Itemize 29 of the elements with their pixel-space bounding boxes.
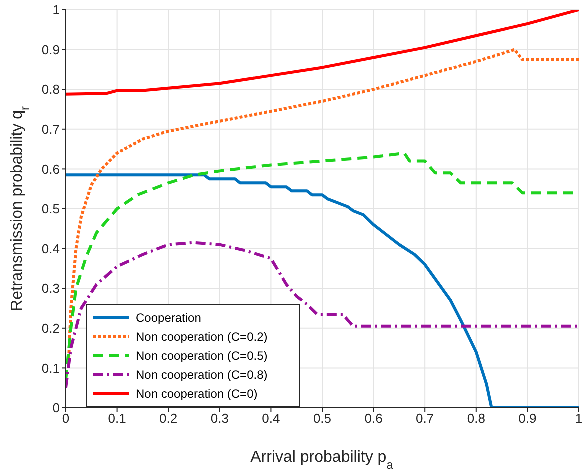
x-tick-label: 0.6 [364,411,383,426]
x-tick-label: 0.4 [262,411,280,426]
y-tick-label: 0.4 [42,241,60,256]
x-tick-label: 1 [575,411,582,426]
y-tick-label: 0.3 [42,281,60,296]
x-tick-label: 0.1 [108,411,126,426]
x-tick-label: 0.2 [160,411,178,426]
legend-label: Non cooperation (C=0) [136,386,258,400]
x-tick-label: 0 [62,411,70,426]
x-tick-label: 0.7 [416,411,434,426]
y-tick-label: 0 [52,400,60,416]
line-series [66,241,579,390]
x-tick-label: 0.9 [518,411,537,426]
x-axis-title: Arrival probability p$_{a}$ [250,449,394,470]
y-tick-label: 1 [52,2,60,18]
y-tick-label: 0.1 [42,360,60,376]
x-tick-label: 0.8 [467,411,486,426]
y-tick-label: 0.6 [42,162,60,177]
y-tick-label: 0.5 [42,202,60,217]
y-tick-label: 0.9 [42,42,60,58]
x-tick-label: 0.3 [210,411,229,426]
legend-label: Non cooperation (C=0.5) [136,348,268,362]
legend-label: Non cooperation (C=0.2) [136,330,268,344]
legend-label: Cooperation [136,310,202,324]
y-tick-label: 0.8 [42,82,60,98]
x-tick-label: 0.5 [313,411,332,426]
y-tick-label: 0.7 [42,122,60,138]
y-tick-label: 0.2 [42,321,60,336]
legend-label: Non cooperation (C=0.8) [136,368,268,382]
